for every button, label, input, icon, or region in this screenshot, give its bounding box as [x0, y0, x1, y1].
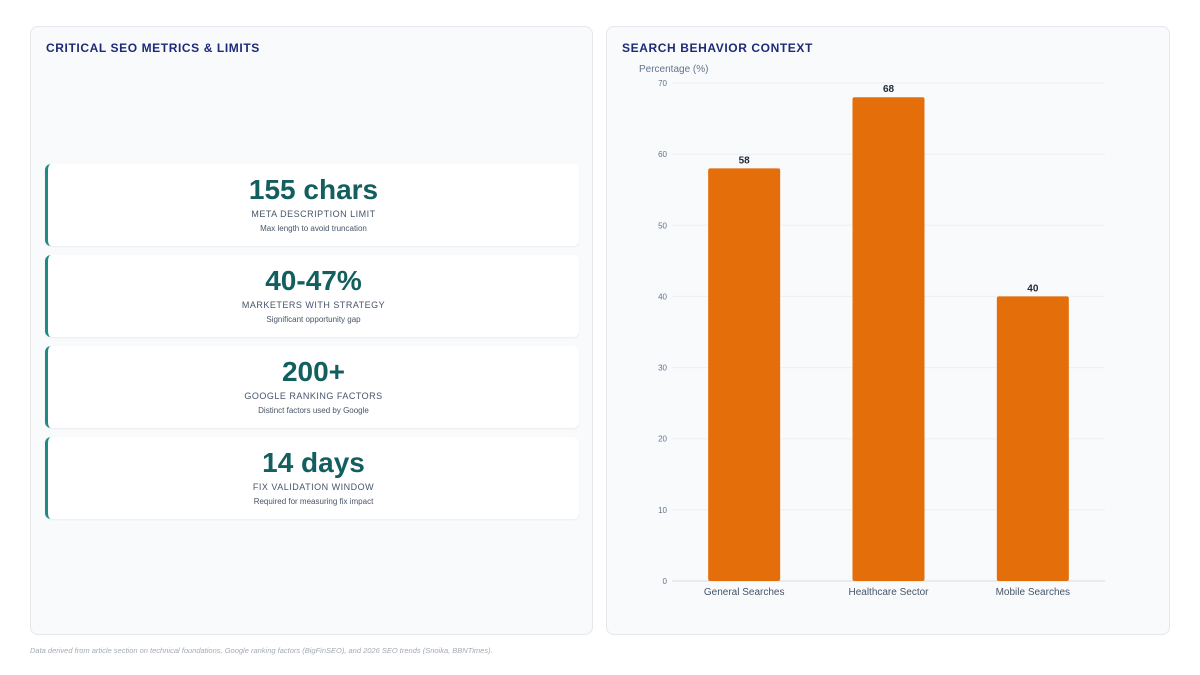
- metric-label: GOOGLE RANKING FACTORS: [244, 391, 383, 401]
- y-tick-label: 50: [658, 221, 667, 230]
- metric-value: 40-47%: [265, 265, 362, 296]
- y-tick-label: 0: [663, 577, 668, 586]
- y-tick-label: 70: [658, 79, 667, 88]
- metric-card: 40-47% MARKETERS WITH STRATEGY Significa…: [45, 255, 579, 337]
- bar: [996, 296, 1069, 581]
- metric-description: Max length to avoid truncation: [260, 224, 367, 233]
- metrics-panel-title: CRITICAL SEO METRICS & LIMITS: [46, 41, 260, 55]
- metric-card: 155 chars META DESCRIPTION LIMIT Max len…: [45, 164, 579, 246]
- chart-panel: SEARCH BEHAVIOR CONTEXT Percentage (%) 0 1…: [606, 26, 1170, 635]
- y-tick-label: 60: [658, 150, 667, 159]
- y-tick-label: 30: [658, 364, 667, 373]
- metric-description: Distinct factors used by Google: [258, 406, 369, 415]
- metric-label: FIX VALIDATION WINDOW: [252, 482, 375, 492]
- metric-card: 200+ GOOGLE RANKING FACTORS Distinct fac…: [45, 346, 579, 428]
- metrics-panel: CRITICAL SEO METRICS & LIMITS 155 chars …: [30, 26, 593, 635]
- metric-value: 14 days: [262, 447, 365, 478]
- metric-description: Significant opportunity gap: [266, 315, 361, 324]
- x-tick-label: Mobile Searches: [996, 587, 1070, 598]
- bar: [852, 97, 925, 581]
- bar: [708, 168, 781, 581]
- bar-value-label: 58: [739, 155, 751, 166]
- chart-panel-title: SEARCH BEHAVIOR CONTEXT: [622, 41, 813, 55]
- bar-value-label: 40: [1027, 283, 1039, 294]
- metric-value: 155 chars: [248, 174, 379, 205]
- source-footnote: Data derived from article section on tec…: [30, 646, 493, 655]
- metric-cards: 155 chars META DESCRIPTION LIMIT Max len…: [45, 164, 579, 528]
- metric-description: Required for measuring fix impact: [253, 497, 374, 506]
- x-tick-label: Healthcare Sector: [848, 587, 929, 598]
- y-tick-label: 40: [658, 292, 667, 301]
- metric-label: MARKETERS WITH STRATEGY: [241, 300, 386, 310]
- bar-chart: Percentage (%) 0 10 20 30 40 50 60 70 58 General S…: [639, 64, 1105, 598]
- metric-value: 200+: [281, 356, 346, 387]
- y-axis-label: Percentage (%): [639, 64, 708, 75]
- metric-label: META DESCRIPTION LIMIT: [251, 209, 376, 219]
- x-tick-label: General Searches: [704, 587, 785, 598]
- y-tick-label: 20: [658, 435, 667, 444]
- y-tick-label: 10: [658, 506, 667, 515]
- bar-value-label: 68: [883, 84, 895, 95]
- metric-card: 14 days FIX VALIDATION WINDOW Required f…: [45, 437, 579, 519]
